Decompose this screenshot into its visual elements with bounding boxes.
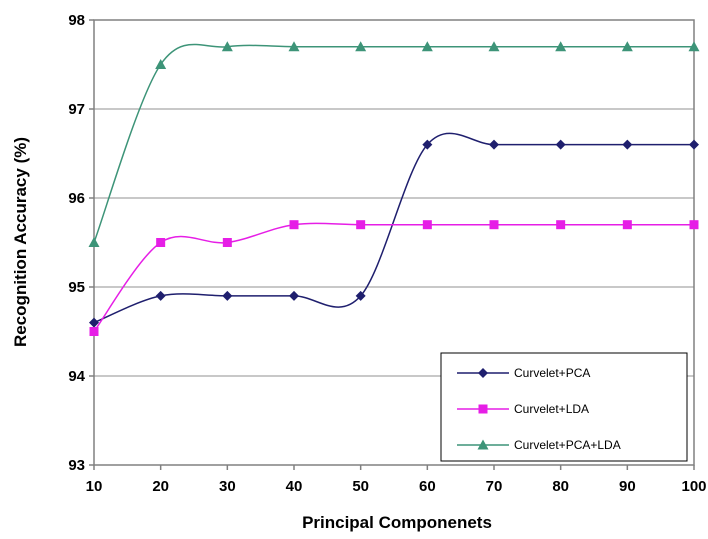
data-point [356, 220, 366, 230]
data-point [355, 41, 367, 52]
series-line [93, 43, 694, 243]
data-point [555, 41, 567, 52]
x-tick-label: 90 [619, 478, 636, 495]
y-tick-label: 97 [68, 101, 85, 118]
legend-label: Curvelet+PCA [514, 366, 590, 380]
grid-lines [94, 108, 694, 377]
data-point [688, 41, 700, 52]
series-layer [88, 41, 700, 336]
legend-label: Curvelet+LDA [514, 402, 589, 416]
data-point [88, 237, 100, 247]
data-point [89, 317, 99, 328]
data-point [689, 220, 699, 230]
x-tick-label: 20 [152, 478, 169, 495]
x-tick-label: 40 [286, 478, 303, 495]
data-point [489, 139, 499, 150]
data-point [488, 41, 500, 52]
legend-label: Curvelet+PCA+LDA [514, 438, 621, 452]
data-point [689, 139, 699, 150]
data-point [622, 139, 633, 150]
data-point [556, 220, 566, 230]
legend-swatch-marker [478, 404, 488, 414]
data-point [621, 41, 633, 52]
x-tick-label: 10 [86, 478, 103, 495]
data-point [555, 139, 566, 150]
y-axis-title: Recognition Accuracy (%) [11, 137, 30, 347]
series-curvelet-lda [89, 220, 699, 336]
y-axis-ticks: 93 94 95 96 97 98 [68, 12, 94, 474]
x-axis-ticks: 10 20 30 40 50 60 70 80 90 100 [86, 465, 707, 495]
data-point [222, 238, 232, 247]
data-point [421, 41, 433, 52]
data-point [355, 290, 366, 301]
data-point [222, 290, 233, 301]
data-point [221, 41, 233, 52]
data-point [288, 41, 300, 52]
x-tick-label: 80 [552, 478, 569, 495]
series-line [93, 132, 694, 324]
y-tick-label: 94 [68, 368, 85, 385]
series-line [93, 222, 694, 332]
data-point [89, 327, 99, 336]
data-point [156, 238, 166, 247]
data-point [489, 220, 499, 230]
y-tick-label: 96 [68, 190, 85, 207]
x-tick-label: 100 [681, 478, 706, 495]
y-tick-label: 98 [68, 12, 85, 29]
data-point [155, 290, 166, 301]
y-tick-label: 93 [68, 457, 85, 474]
data-point [289, 290, 299, 301]
data-point [422, 139, 433, 150]
data-point [622, 220, 632, 230]
x-tick-label: 50 [352, 478, 369, 495]
data-point [422, 220, 432, 230]
legend-swatch-marker [478, 368, 488, 378]
x-tick-label: 30 [219, 478, 236, 495]
data-point [289, 220, 299, 230]
x-tick-label: 70 [486, 478, 503, 495]
series-curvelet-pca [89, 132, 699, 328]
x-axis-title: Principal Componenets [302, 513, 492, 532]
y-tick-label: 95 [68, 279, 85, 296]
data-point [155, 59, 167, 69]
series-curvelet-pca-lda [88, 41, 700, 247]
legend-swatch-marker [477, 439, 489, 450]
x-tick-label: 60 [419, 478, 436, 495]
legend: Curvelet+PCA Curvelet+LDA Curvelet+PCA+LDA [440, 352, 688, 462]
